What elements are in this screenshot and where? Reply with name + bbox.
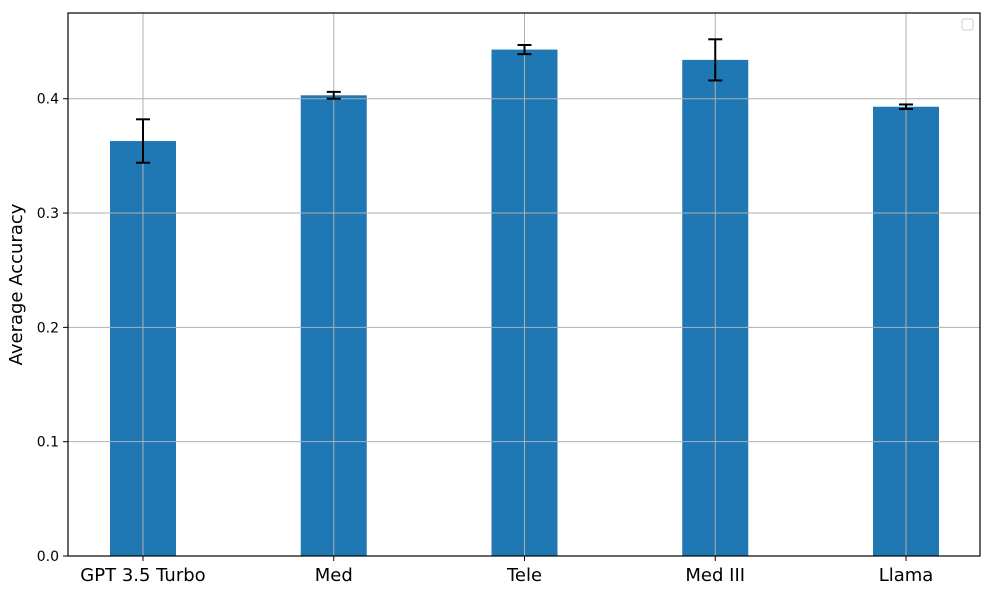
- tick-layer: 0.0 0.1 0.2 0.3 0.4 GPT 3.5 Turbo Med Tele Med I…: [37, 92, 934, 586]
- y-tick-label-3: 0.3: [37, 206, 59, 222]
- error-bar-2: [517, 44, 532, 56]
- x-tick-label-4: Llama: [879, 565, 934, 586]
- legend-box: [961, 18, 974, 31]
- y-tick-label-2: 0.2: [37, 320, 59, 336]
- x-tick-label-0: GPT 3.5 Turbo: [80, 565, 205, 586]
- x-tick-label-3: Med III: [685, 565, 745, 586]
- error-bar-4: [899, 103, 913, 111]
- x-tick-label-2: Tele: [506, 565, 542, 586]
- y-axis-label: Average Accuracy: [6, 203, 27, 365]
- error-bar-0: [136, 118, 150, 164]
- error-bar-layer: [136, 38, 913, 164]
- plot-frame: [67, 12, 981, 557]
- x-tick-label-1: Med: [315, 565, 353, 586]
- y-tick-label-1: 0.1: [37, 435, 59, 451]
- grid-layer: [68, 13, 980, 557]
- error-bar-3: [708, 38, 723, 82]
- error-bar-1: [326, 90, 341, 100]
- y-tick-label-0: 0.0: [37, 549, 59, 565]
- y-tick-label-4: 0.4: [37, 92, 59, 108]
